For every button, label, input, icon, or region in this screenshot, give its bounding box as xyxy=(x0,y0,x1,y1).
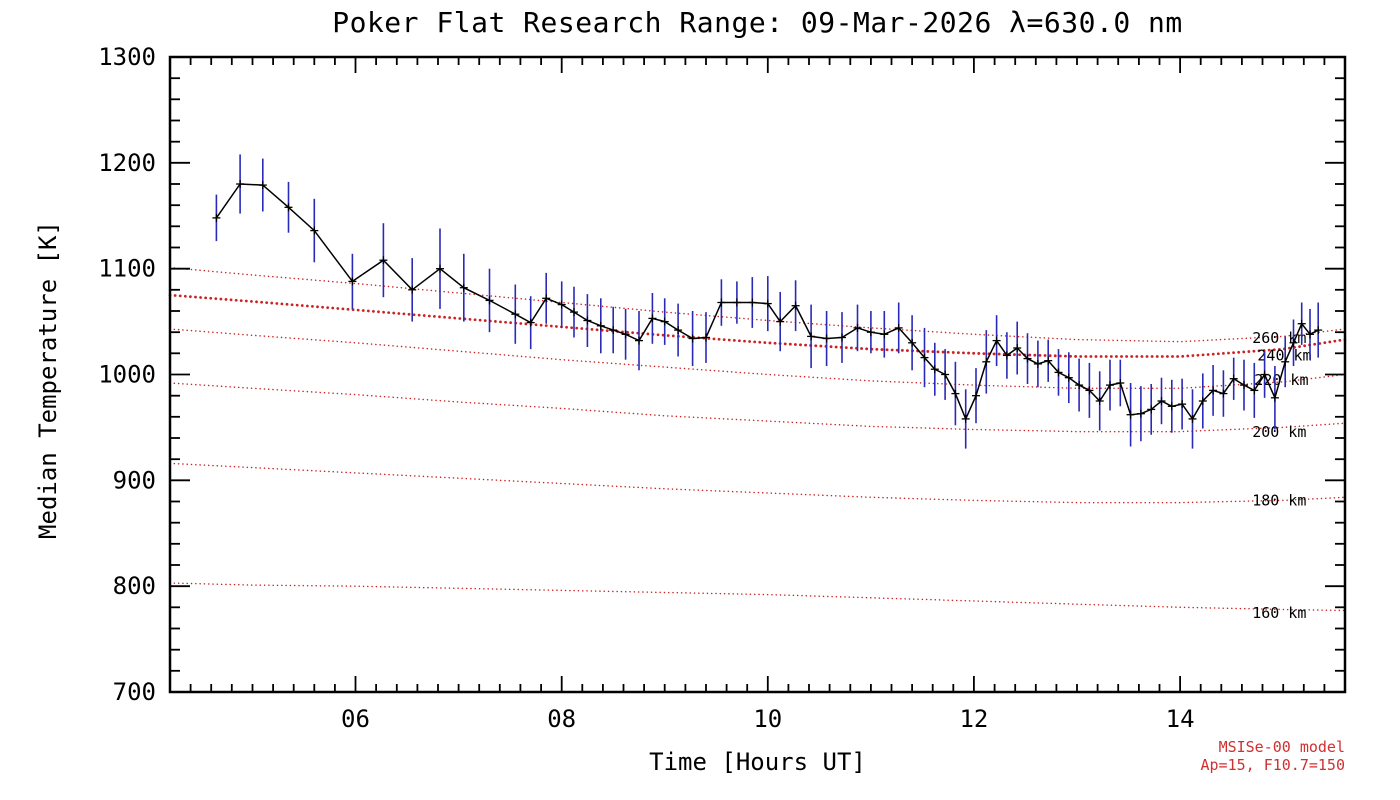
model-params-text: Ap=15, F10.7=150 xyxy=(1200,756,1346,774)
model-curve-160-km xyxy=(169,582,1346,612)
altitude-label-200-km: 200 km xyxy=(1252,423,1306,441)
y-tick-label: 800 xyxy=(113,572,156,600)
y-tick-label: 700 xyxy=(113,678,156,706)
x-tick-label: 08 xyxy=(547,705,576,733)
model-curve-200-km xyxy=(169,382,1346,433)
y-tick-label: 900 xyxy=(113,466,156,494)
altitude-label-220-km: 220 km xyxy=(1254,371,1308,389)
model-name-text: MSISe-00 model xyxy=(1218,738,1345,756)
model-curve-260-km xyxy=(169,266,1346,343)
data-markers xyxy=(212,180,1323,423)
y-tick-label: 1000 xyxy=(98,361,156,389)
y-tick-label: 1200 xyxy=(98,149,156,177)
page-title: Poker Flat Research Range: 09-Mar-2026 λ… xyxy=(332,6,1183,39)
y-tick-label: 1300 xyxy=(98,43,156,71)
model-curve-220-km xyxy=(169,328,1346,390)
altitude-label-180-km: 180 km xyxy=(1252,492,1306,510)
x-tick-label: 10 xyxy=(753,705,782,733)
x-axis-label: Time [Hours UT] xyxy=(649,748,866,776)
axis-ticks xyxy=(170,57,1345,692)
model-curve-240-km xyxy=(168,293,1347,358)
x-tick-label: 06 xyxy=(341,705,370,733)
model-curve-180-km xyxy=(169,462,1346,504)
x-tick-label: 12 xyxy=(959,705,988,733)
tick-labels: 06 08 10 12 14 700 800 900 1000 1100 1200 1300 xyxy=(98,43,1194,733)
model-annotation: MSISe-00 model Ap=15, F10.7=150 xyxy=(1201,738,1346,774)
x-tick-label: 14 xyxy=(1166,705,1195,733)
altitude-label-160-km: 160 km xyxy=(1252,604,1306,622)
y-tick-label: 1100 xyxy=(98,255,156,283)
data-line xyxy=(215,183,1319,421)
